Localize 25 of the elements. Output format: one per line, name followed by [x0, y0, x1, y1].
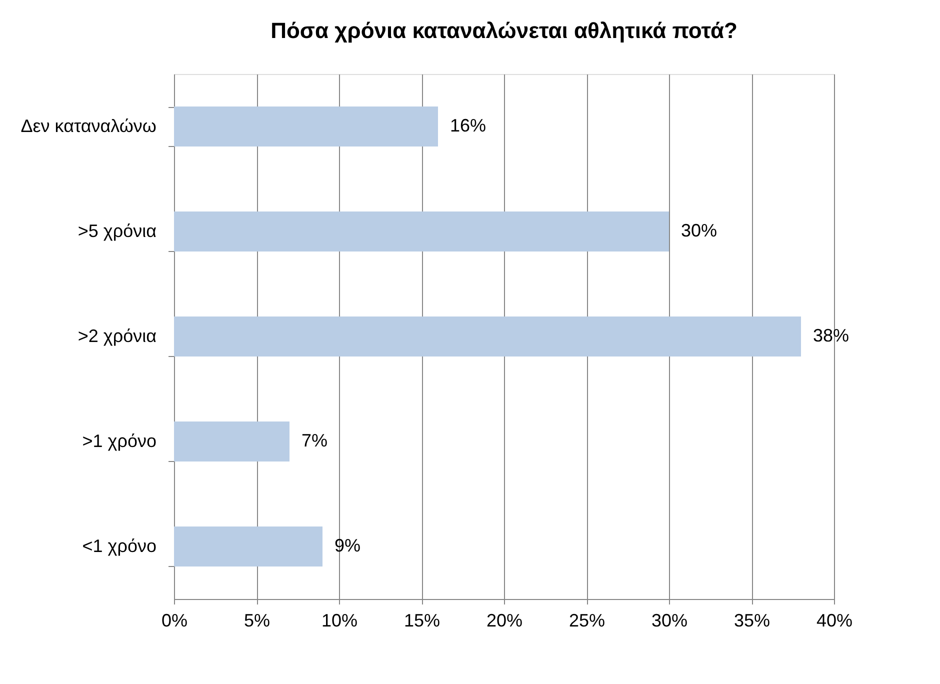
data-label: 7% [302, 430, 328, 450]
bar [174, 212, 669, 252]
x-tick-label: 10% [321, 610, 358, 630]
bar [174, 422, 290, 462]
y-tick-label: >5 χρόνια [78, 221, 156, 241]
data-label: 16% [450, 116, 486, 136]
chart-title: Πόσα χρόνια καταναλώνεται αθλητικά ποτά? [270, 18, 738, 43]
bar [174, 526, 322, 566]
data-label: 9% [334, 536, 361, 556]
x-tick-label: 20% [486, 610, 523, 630]
x-tick-label: 35% [734, 610, 770, 630]
y-tick-label: Δεν καταναλώνω [20, 116, 156, 136]
bar [174, 316, 801, 356]
data-label: 30% [681, 220, 718, 240]
y-tick-label: >1 χρόνο [82, 431, 156, 451]
y-tick-label: <1 χρόνο [82, 536, 156, 556]
x-tick-label: 40% [816, 610, 853, 630]
bar [174, 106, 438, 146]
x-tick-label: 15% [404, 610, 440, 630]
x-tick-label: 30% [651, 610, 688, 630]
x-tick-label: 25% [568, 610, 606, 630]
x-tick-label: 5% [244, 610, 270, 630]
data-label: 38% [813, 326, 850, 346]
x-tick-label: 0% [161, 610, 188, 630]
y-tick-label: >2 χρόνια [78, 326, 156, 346]
